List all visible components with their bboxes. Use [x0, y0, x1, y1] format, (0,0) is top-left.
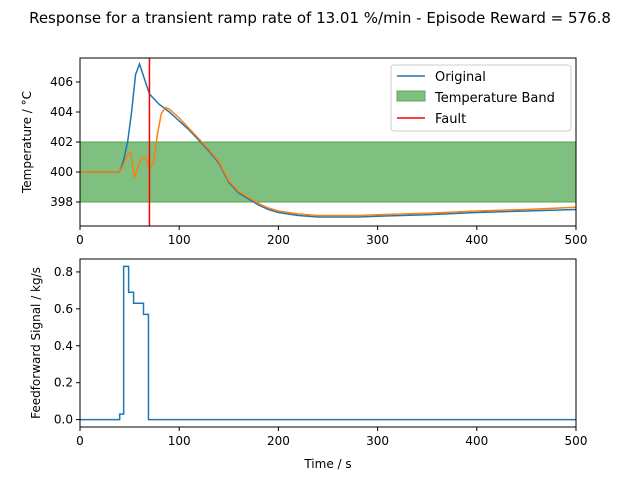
feedforward-x-tick-label: 200	[267, 434, 290, 448]
legend-original-label: Original	[435, 70, 486, 85]
feedforward-y-tick-label: 0.8	[54, 265, 73, 279]
feedforward-line-series-0	[80, 265, 576, 421]
feedforward-y-tick-label: 0.0	[54, 413, 73, 427]
temperature-y-tick-label: 404	[50, 105, 73, 119]
legend-band-swatch	[396, 90, 426, 102]
feedforward-x-tick-label: 0	[76, 434, 84, 448]
feedforward-x-tick-label: 100	[168, 434, 191, 448]
temperature-legend: Original Temperature Band Fault	[390, 64, 572, 132]
temperature-y-tick-label: 402	[50, 135, 73, 149]
feedforward-y-tick-label: 0.2	[54, 376, 73, 390]
temperature-x-tick-label: 200	[267, 233, 290, 247]
temperature-ticks: 0 100 200 300 400 500 398 400 402 404 406	[50, 75, 587, 247]
temperature-chart: 0 100 200 300 400 500 398 400 402 404 406 Temperat…	[20, 57, 587, 247]
temperature-x-tick-label: 300	[366, 233, 389, 247]
legend-fault-label: Fault	[435, 112, 466, 127]
feedforward-y-tick-label: 0.6	[54, 302, 73, 316]
temperature-y-axis-label: Temperature / °C	[20, 91, 34, 194]
feedforward-x-tick-label: 400	[465, 434, 488, 448]
temperature-x-tick-label: 100	[168, 233, 191, 247]
feedforward-plot-area	[80, 265, 576, 421]
legend-band-label: Temperature Band	[434, 91, 555, 106]
temperature-y-tick-label: 398	[50, 195, 73, 209]
feedforward-axes-frame	[79, 258, 577, 428]
temperature-y-tick-label: 406	[50, 75, 73, 89]
feedforward-chart: 0 100 200 300 400 500 0.0 0.2 0.4 0.6 0.8 Feedforw…	[29, 258, 588, 471]
temperature-y-tick-label: 400	[50, 165, 73, 179]
feedforward-x-tick-label: 300	[366, 434, 389, 448]
time-x-axis-label: Time / s	[303, 457, 351, 471]
feedforward-ticks: 0 100 200 300 400 500 0.0 0.2 0.4 0.6 0.8	[54, 265, 588, 448]
temperature-band	[80, 141, 576, 203]
temperature-x-tick-label: 0	[76, 233, 84, 247]
temperature-x-tick-label: 500	[565, 233, 588, 247]
figure-title: Response for a transient ramp rate of 13…	[29, 9, 611, 27]
feedforward-x-tick-label: 500	[565, 434, 588, 448]
temperature-plot-area	[80, 58, 576, 226]
temperature-x-tick-label: 400	[465, 233, 488, 247]
temperature-line-series-1	[80, 106, 576, 217]
feedforward-y-axis-label: Feedforward Signal / kg/s	[29, 267, 43, 419]
legend-frame	[390, 64, 572, 132]
feedforward-y-tick-label: 0.4	[54, 339, 73, 353]
